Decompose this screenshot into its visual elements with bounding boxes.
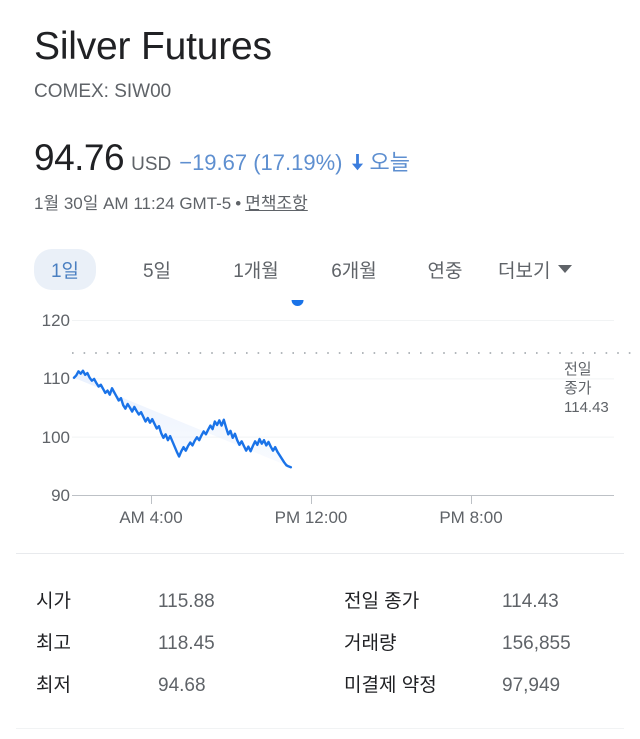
range-tabs: 1일 5일 1개월 6개월 연중 더보기 (34, 248, 619, 290)
table-row: 최고 118.45 거래량 156,855 (0, 620, 640, 662)
previous-close-label-line2: 종가 (564, 380, 592, 397)
stat-label-volume: 거래량 (344, 632, 397, 654)
x-axis-tick-pm-12: PM 12:00 (274, 508, 348, 527)
separator-dot: • (235, 194, 242, 213)
stat-label-open: 시가 (36, 590, 71, 612)
price-change: −19.67 (17.19%) (179, 150, 343, 175)
x-axis-tick-pm-8: PM 8:00 (439, 508, 503, 527)
stat-value-open-interest: 97,949 (502, 674, 561, 696)
stat-value-volume: 156,855 (502, 632, 571, 654)
stat-previous-close: 전일 종가 114.43 (340, 586, 559, 613)
table-row: 최저 94.68 미결제 약정 97,949 (0, 662, 640, 704)
y-axis-tick-120: 120 (41, 311, 70, 330)
timestamp-row: 1월 30일 AM 11:24 GMT-5 • 면책조항 (34, 193, 308, 215)
quote-row: 94.76 USD −19.67 (17.19%) 오늘 (34, 138, 410, 178)
previous-close-value: 114.43 (564, 399, 609, 416)
section-divider-top (16, 553, 624, 554)
tab-6months[interactable]: 6개월 (331, 260, 377, 282)
page-title: Silver Futures (34, 25, 272, 68)
stat-label-previous-close: 전일 종가 (344, 590, 420, 612)
stat-volume: 거래량 156,855 (340, 628, 571, 655)
y-axis-tick-110: 110 (42, 369, 70, 388)
y-axis-tick-100: 100 (41, 428, 70, 447)
stat-value-low: 94.68 (158, 674, 206, 696)
tab-ytd[interactable]: 연중 (427, 260, 463, 282)
more-ranges-dropdown[interactable]: 더보기 (498, 256, 573, 283)
header: Silver Futures COMEX: SIW00 (34, 24, 620, 104)
more-ranges-label: 더보기 (498, 260, 551, 282)
quote-timestamp: 1월 30일 AM 11:24 GMT-5 (34, 194, 232, 213)
tab-1day[interactable]: 1일 (34, 248, 96, 290)
table-row: 시가 115.88 전일 종가 114.43 (0, 578, 640, 620)
tab-5days[interactable]: 5일 (142, 260, 172, 282)
current-price: 94.76 (34, 137, 125, 178)
y-axis-tick-90: 90 (51, 486, 70, 505)
stat-label-high: 최고 (36, 632, 71, 654)
disclaimer-link[interactable]: 면책조항 (245, 194, 308, 213)
stat-value-previous-close: 114.43 (502, 590, 559, 612)
section-divider-bottom (16, 728, 624, 729)
stat-value-open: 115.88 (158, 590, 215, 612)
price-chart[interactable]: 120 110 100 90 AM 4:00 PM 12:00 PM 8:00 (0, 300, 640, 540)
stat-label-open-interest: 미결제 약정 (344, 674, 437, 696)
exchange-symbol: COMEX: SIW00 (34, 81, 172, 102)
x-axis-tick-am-4: AM 4:00 (119, 508, 183, 527)
arrow-down-icon (350, 154, 365, 171)
chevron-down-icon (558, 265, 573, 273)
stat-value-high: 118.45 (158, 632, 215, 654)
chart-canvas (72, 300, 636, 504)
stat-open-interest: 미결제 약정 97,949 (340, 670, 560, 697)
stats-table: 시가 115.88 전일 종가 114.43 최고 118.45 거래량 156… (0, 578, 640, 704)
currency-label: USD (131, 154, 172, 175)
stat-high: 최고 118.45 (0, 628, 340, 655)
previous-close-annotation: 전일 종가 114.43 (564, 360, 628, 417)
stat-low: 최저 94.68 (0, 670, 340, 697)
stat-label-low: 최저 (36, 674, 71, 696)
tab-1month[interactable]: 1개월 (233, 260, 279, 282)
stat-open: 시가 115.88 (0, 586, 340, 613)
previous-close-label-line1: 전일 (564, 361, 592, 378)
period-label: 오늘 (369, 150, 410, 175)
